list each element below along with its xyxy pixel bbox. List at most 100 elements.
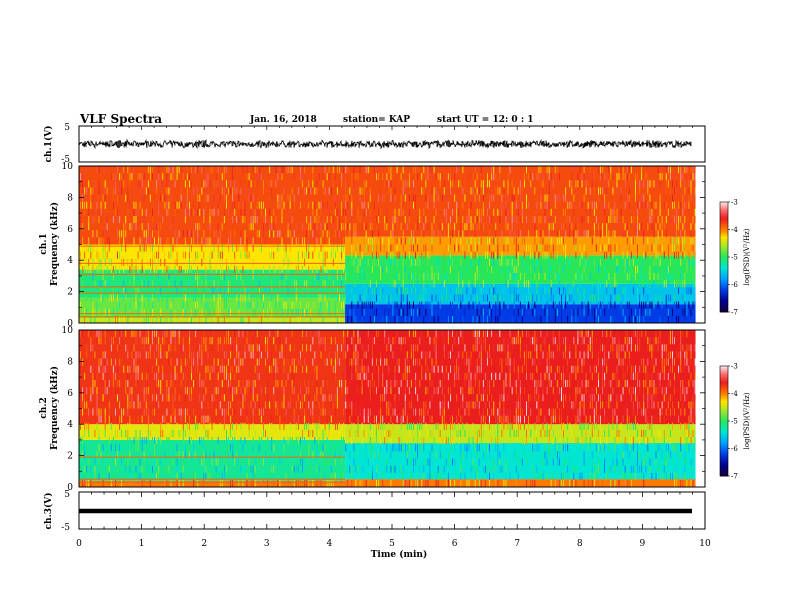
ytick-label: 10 xyxy=(62,162,74,172)
spectrogram-streak xyxy=(610,315,612,323)
spectrogram-streak xyxy=(230,415,232,423)
spectrogram-streak xyxy=(493,244,495,252)
spectrogram-streak xyxy=(234,287,236,295)
spectrogram-streak xyxy=(275,208,277,216)
spectrogram-streak xyxy=(102,273,104,281)
spectrogram-streak xyxy=(291,437,293,445)
spectrogram-streak xyxy=(139,437,141,445)
spectrogram-streak xyxy=(655,201,657,209)
spectrogram-streak xyxy=(320,351,322,359)
spectrogram-streak xyxy=(402,180,404,188)
spectrogram-streak xyxy=(207,273,209,281)
spectrogram-streak xyxy=(193,351,195,359)
spectrogram-streak xyxy=(310,187,312,195)
spectrogram-streak xyxy=(117,344,118,352)
spectrogram-streak xyxy=(304,237,306,245)
spectrogram-streak xyxy=(390,244,392,252)
spectrogram-streak xyxy=(431,380,433,388)
spectrogram-streak xyxy=(476,308,478,316)
spectrogram-streak xyxy=(283,330,285,338)
spectrogram-streak xyxy=(178,337,180,345)
spectrogram-streak xyxy=(115,408,116,416)
spectrogram-streak xyxy=(410,173,412,181)
spectrogram-streak xyxy=(108,372,110,380)
spectrogram-streak xyxy=(143,380,145,388)
spectrogram-streak xyxy=(248,415,250,423)
spectrogram-streak xyxy=(480,237,482,245)
spectrogram-streak xyxy=(363,180,365,188)
spectrogram-streak xyxy=(622,294,624,302)
spectrogram-streak xyxy=(300,394,301,402)
spectrogram-streak xyxy=(119,444,121,452)
spectrogram-streak xyxy=(135,380,137,388)
spectrogram-streak xyxy=(602,230,604,238)
spectrogram-streak xyxy=(423,244,425,252)
spectrogram-streak xyxy=(273,429,275,437)
spectrogram-streak xyxy=(121,479,123,487)
spectrogram-streak xyxy=(88,273,90,281)
spectrogram-streak xyxy=(384,465,386,473)
spectrogram-streak xyxy=(501,273,503,281)
spectrogram-streak xyxy=(602,201,604,209)
spectrogram-streak xyxy=(353,422,355,430)
spectrogram-streak xyxy=(152,422,153,430)
spectrogram-streak xyxy=(102,194,104,202)
spectrogram-streak xyxy=(396,237,398,245)
spectrogram-streak xyxy=(242,429,244,437)
spectrogram-streak xyxy=(390,415,392,423)
spectrogram-streak xyxy=(517,251,519,259)
spectrogram-streak xyxy=(583,230,585,238)
spectrogram-streak xyxy=(322,251,324,259)
spectrogram-streak xyxy=(433,216,435,224)
spectrogram-streak xyxy=(263,387,264,395)
spectrogram-streak xyxy=(213,194,215,202)
spectrogram-streak xyxy=(404,315,406,323)
spectrogram-streak xyxy=(423,465,425,473)
spectrogram-streak xyxy=(324,358,326,366)
spectrogram-streak xyxy=(509,216,511,224)
spectrogram-streak xyxy=(458,315,460,323)
spectrogram-streak xyxy=(234,258,236,266)
spectrogram-streak xyxy=(133,401,135,409)
spectrogram-streak xyxy=(174,415,176,423)
spectrogram-streak xyxy=(536,280,538,288)
spectrogram-streak xyxy=(244,330,246,338)
spectrogram-streak xyxy=(369,444,371,452)
spectrogram-streak xyxy=(189,394,190,402)
spectrogram-streak xyxy=(145,230,147,238)
spectrogram-streak xyxy=(373,237,375,245)
spectrogram-streak xyxy=(232,173,234,181)
spectrogram-streak xyxy=(162,244,164,252)
spectrogram-streak xyxy=(228,187,229,195)
spectrogram-streak xyxy=(532,258,534,266)
spectrogram-streak xyxy=(223,194,225,202)
spectrogram-streak xyxy=(493,208,495,216)
spectrogram-streak xyxy=(213,315,215,323)
spectrogram-streak xyxy=(343,216,345,224)
spectrogram-streak xyxy=(145,437,147,445)
spectrogram-streak xyxy=(684,180,686,188)
spectrogram-streak xyxy=(152,458,153,466)
spectrogram-streak xyxy=(692,166,694,174)
spectrogram-streak xyxy=(285,166,287,174)
spectrogram-streak xyxy=(211,394,213,402)
spectrogram-streak xyxy=(684,308,686,316)
spectrogram-streak xyxy=(269,294,271,302)
spectrogram-streak xyxy=(433,315,435,323)
spectrogram-streak xyxy=(184,429,186,437)
spectrogram-streak xyxy=(312,301,314,309)
spectrogram-streak xyxy=(435,265,437,273)
spectrogram-streak xyxy=(408,479,410,487)
spectrogram-streak xyxy=(626,173,628,181)
spectrogram-streak xyxy=(637,294,638,302)
spectrogram-streak xyxy=(117,465,118,473)
spectrogram-streak xyxy=(300,315,301,323)
spectrogram-streak xyxy=(655,280,657,288)
spectrogram-streak xyxy=(203,258,205,266)
spectrogram-streak xyxy=(575,237,577,245)
spectrogram-streak xyxy=(137,380,139,388)
spectrogram-streak xyxy=(168,273,170,281)
spectrogram-streak xyxy=(382,394,384,402)
spectrogram-streak xyxy=(166,166,168,174)
spectrogram-streak xyxy=(166,330,168,338)
